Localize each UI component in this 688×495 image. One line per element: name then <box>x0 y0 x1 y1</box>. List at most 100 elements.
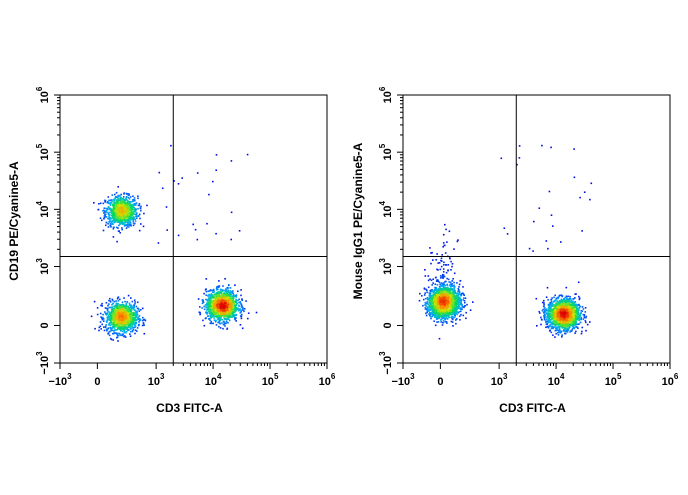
event-point <box>142 308 144 310</box>
event-point <box>122 334 124 336</box>
event-point <box>241 318 243 320</box>
event-point <box>132 212 134 214</box>
event-point <box>124 222 126 224</box>
event-point <box>453 292 455 294</box>
event-point <box>118 217 120 219</box>
event-point <box>214 302 216 304</box>
event-point <box>138 205 140 207</box>
event-point <box>125 208 127 210</box>
event-point <box>452 325 454 327</box>
event-point <box>128 211 130 213</box>
event-point <box>127 308 129 310</box>
event-point <box>116 241 118 243</box>
event-point <box>126 327 128 329</box>
event-point <box>93 202 95 204</box>
event-point <box>439 293 441 295</box>
event-point <box>205 312 207 314</box>
event-point <box>128 209 130 211</box>
event-point <box>94 301 96 303</box>
event-point <box>129 207 131 209</box>
event-point <box>136 306 138 308</box>
event-point <box>120 202 122 204</box>
event-point <box>207 304 209 306</box>
event-point <box>213 290 215 292</box>
event-point <box>199 306 201 308</box>
event-point <box>448 279 450 281</box>
event-point <box>426 312 428 314</box>
event-point <box>215 311 217 313</box>
event-point <box>214 319 216 321</box>
event-point <box>137 319 139 321</box>
event-point <box>228 287 230 289</box>
event-point <box>115 321 117 323</box>
event-point <box>112 217 114 219</box>
event-point <box>109 298 111 300</box>
event-point <box>123 297 125 299</box>
event-point <box>166 206 168 208</box>
event-point <box>213 309 215 311</box>
event-point <box>442 324 444 326</box>
event-point <box>135 209 137 211</box>
event-point <box>121 315 123 317</box>
event-point <box>228 319 230 321</box>
event-point <box>240 312 242 314</box>
event-point <box>119 197 121 199</box>
event-point <box>123 222 125 224</box>
event-point <box>120 304 122 306</box>
event-point <box>222 309 224 311</box>
event-point <box>203 293 205 295</box>
event-point <box>123 196 125 198</box>
event-point <box>212 294 214 296</box>
x-tick-label: 103 <box>148 372 165 388</box>
event-point <box>112 339 114 341</box>
event-point <box>212 291 214 293</box>
event-point <box>113 228 115 230</box>
event-point <box>422 305 424 307</box>
event-point <box>206 309 208 311</box>
event-point <box>462 292 464 294</box>
event-point <box>139 320 141 322</box>
event-point <box>227 291 229 293</box>
event-point <box>107 312 109 314</box>
event-point <box>162 188 164 190</box>
event-point <box>441 294 443 296</box>
event-point <box>211 309 213 311</box>
event-point <box>107 310 109 312</box>
event-point <box>125 318 127 320</box>
event-point <box>235 299 237 301</box>
event-point <box>127 301 129 303</box>
event-point <box>445 321 447 323</box>
event-point <box>439 338 441 340</box>
event-point <box>216 316 218 318</box>
event-point <box>132 301 134 303</box>
event-point <box>220 320 222 322</box>
event-point <box>125 320 127 322</box>
event-point <box>458 286 460 288</box>
event-point <box>105 313 107 315</box>
event-point <box>109 331 111 333</box>
event-point <box>451 321 453 323</box>
event-point <box>113 316 115 318</box>
event-point <box>127 223 129 225</box>
event-point <box>459 284 461 286</box>
event-point <box>218 310 220 312</box>
event-point <box>197 239 199 241</box>
event-point <box>131 209 133 211</box>
event-point <box>135 211 137 213</box>
event-point <box>135 322 137 324</box>
event-point <box>432 306 434 308</box>
event-point <box>247 318 249 320</box>
event-point <box>208 306 210 308</box>
event-point <box>217 286 219 288</box>
event-point <box>213 317 215 319</box>
event-point <box>112 299 114 301</box>
event-point <box>104 215 106 217</box>
event-point <box>219 323 221 325</box>
event-point <box>211 290 213 292</box>
x-tick-label-text: 105 <box>262 372 279 388</box>
event-point <box>442 246 444 248</box>
event-point <box>106 314 108 316</box>
event-point <box>103 230 105 232</box>
event-point <box>430 263 432 265</box>
